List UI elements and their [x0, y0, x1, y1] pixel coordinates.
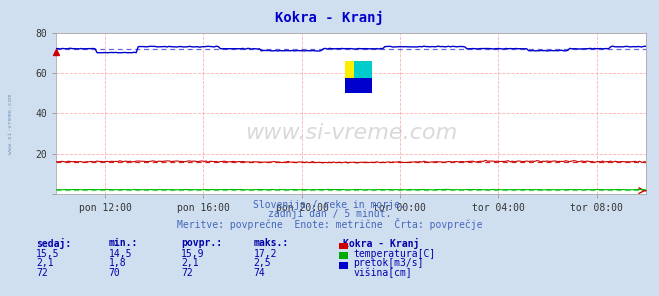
Text: Slovenija / reke in morje.: Slovenija / reke in morje.	[253, 200, 406, 210]
Text: 2,5: 2,5	[254, 258, 272, 268]
Text: 2,1: 2,1	[181, 258, 199, 268]
Text: sedaj:: sedaj:	[36, 238, 71, 249]
Text: Kokra - Kranj: Kokra - Kranj	[275, 10, 384, 25]
Text: 14,5: 14,5	[109, 249, 132, 259]
Text: Kokra - Kranj: Kokra - Kranj	[343, 238, 419, 249]
Text: 74: 74	[254, 268, 266, 278]
Text: 1,8: 1,8	[109, 258, 127, 268]
Text: zadnji dan / 5 minut.: zadnji dan / 5 minut.	[268, 209, 391, 219]
Text: povpr.:: povpr.:	[181, 238, 222, 248]
Text: maks.:: maks.:	[254, 238, 289, 248]
Text: temperatura[C]: temperatura[C]	[353, 249, 436, 259]
Text: 72: 72	[181, 268, 193, 278]
Text: www.si-vreme.com: www.si-vreme.com	[8, 94, 13, 154]
Text: 70: 70	[109, 268, 121, 278]
Text: pretok[m3/s]: pretok[m3/s]	[353, 258, 424, 268]
Text: 17,2: 17,2	[254, 249, 277, 259]
Text: 15,5: 15,5	[36, 249, 60, 259]
Text: 72: 72	[36, 268, 48, 278]
Text: Meritve: povprečne  Enote: metrične  Črta: povprečje: Meritve: povprečne Enote: metrične Črta:…	[177, 218, 482, 230]
Text: 2,1: 2,1	[36, 258, 54, 268]
Text: www.si-vreme.com: www.si-vreme.com	[244, 123, 457, 143]
Text: min.:: min.:	[109, 238, 138, 248]
Text: 15,9: 15,9	[181, 249, 205, 259]
Text: višina[cm]: višina[cm]	[353, 268, 412, 279]
